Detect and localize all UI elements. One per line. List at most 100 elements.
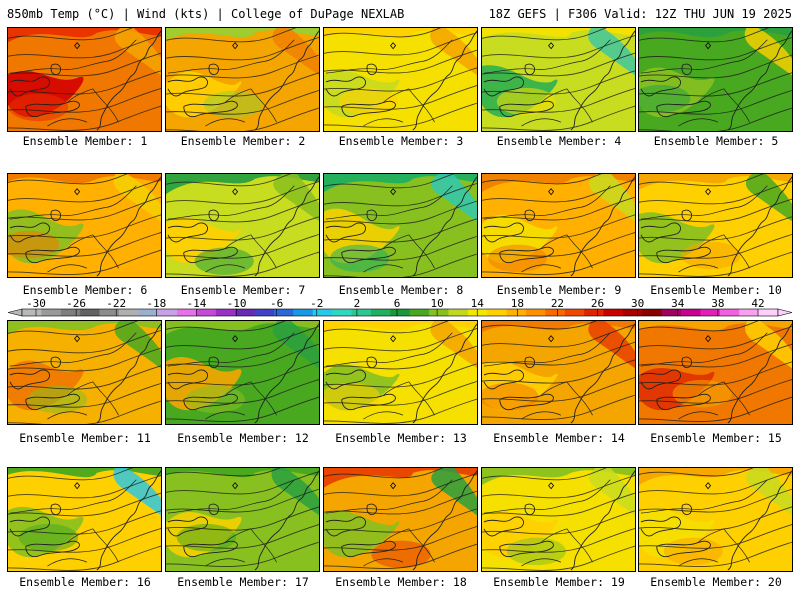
wind-streamline — [639, 343, 792, 368]
temperature-field-17 — [166, 468, 319, 571]
wind-streamline — [324, 182, 477, 207]
coastline — [96, 30, 161, 131]
wind-streamline — [482, 324, 635, 348]
temperature-band — [324, 28, 477, 38]
wind-streamline — [482, 249, 635, 275]
wind-streamline — [8, 492, 161, 517]
legend-swatch — [622, 309, 643, 316]
location-marker — [548, 188, 555, 196]
temperature-band — [113, 174, 161, 222]
member-caption: Ensemble Member: 10 — [650, 283, 782, 297]
temperature-field-13 — [324, 321, 477, 424]
wind-streamline — [8, 527, 161, 553]
legend-swatch — [409, 309, 430, 316]
location-marker — [705, 335, 712, 343]
wind-streamline — [324, 508, 477, 533]
temperature-field-7 — [166, 174, 319, 277]
wind-streamline — [639, 251, 792, 277]
wind-streamline — [324, 473, 477, 497]
wind-streamline — [166, 107, 319, 131]
member-caption: Ensemble Member: 4 — [496, 134, 622, 148]
temperature-color-legend: -30 -26 -22 -18 -14 -10 -6 -2 2 6 10 14 18 22 26 30 34 38… — [6, 297, 794, 319]
wind-streamline — [324, 363, 477, 388]
temperature-field-16 — [8, 468, 161, 571]
location-marker — [232, 188, 239, 196]
wind-streamline — [482, 87, 635, 113]
ensemble-member-map-7 — [165, 173, 320, 278]
legend-swatch — [177, 309, 197, 316]
legend-tick-label: 22 — [551, 297, 564, 310]
temperature-band — [482, 321, 635, 333]
state-borders — [325, 39, 453, 127]
temperature-field-14 — [482, 321, 635, 424]
state-borders — [483, 479, 611, 567]
coastline — [727, 176, 792, 277]
legend-tick-label: 2 — [354, 297, 361, 310]
temperature-field-15 — [639, 321, 792, 424]
wind-streamline — [166, 233, 319, 259]
temperature-band — [482, 28, 635, 38]
legend-swatch — [99, 309, 120, 316]
temperature-field-1 — [8, 28, 161, 131]
wind-streamline — [482, 196, 635, 221]
legend-tick-label: -2 — [310, 297, 323, 310]
temperature-band — [166, 174, 319, 195]
wind-streamline — [482, 377, 635, 402]
legend-swatch — [506, 309, 527, 316]
great-lakes-outline — [325, 63, 396, 118]
legend-swatch — [41, 309, 62, 316]
wind-streamline — [324, 174, 455, 189]
wind-streamline — [8, 365, 161, 390]
ensemble-member-map-17 — [165, 467, 320, 572]
great-lakes-outline — [325, 503, 396, 558]
wind-streamline — [166, 198, 319, 223]
wind-streamline — [324, 526, 477, 551]
wind-streamline — [639, 541, 792, 567]
coastline — [570, 176, 635, 277]
temperature-field-18 — [324, 468, 477, 571]
legend-tick-label: -30 — [26, 297, 46, 310]
temperature-band — [194, 247, 254, 276]
legend-tick-label: 10 — [430, 297, 443, 310]
legend-min-arrow — [7, 308, 23, 317]
legend-swatch — [235, 309, 256, 316]
wind-streamline — [482, 545, 635, 571]
member-caption: Ensemble Member: 3 — [338, 134, 464, 148]
wind-streamline — [482, 394, 635, 420]
member-caption: Ensemble Member: 2 — [180, 134, 306, 148]
legend-swatch — [487, 309, 508, 316]
temperature-band — [744, 28, 792, 76]
wind-streamline — [639, 468, 754, 477]
temperature-band — [114, 28, 161, 76]
coastline — [254, 176, 319, 277]
coastline — [96, 176, 161, 277]
member-caption: Ensemble Member: 15 — [650, 431, 782, 445]
great-lakes-outline — [9, 63, 80, 118]
state-borders — [9, 332, 137, 420]
wind-streamline — [482, 341, 635, 366]
wind-streamline — [8, 468, 133, 481]
wind-streamline — [639, 488, 792, 513]
location-marker — [232, 42, 239, 50]
ensemble-member-map-18 — [323, 467, 478, 572]
temperature-band — [324, 321, 477, 333]
great-lakes-outline — [640, 356, 711, 411]
state-borders — [325, 185, 453, 273]
state-borders — [9, 185, 137, 273]
legend-swatch — [254, 309, 275, 316]
member-caption: Ensemble Member: 20 — [650, 575, 782, 589]
wind-streamline — [166, 36, 319, 61]
ensemble-member-map-4 — [481, 27, 636, 132]
temperature-field-4 — [482, 28, 635, 131]
wind-streamline — [166, 396, 319, 422]
temperature-field-12 — [166, 321, 319, 424]
member-caption: Ensemble Member: 19 — [493, 575, 625, 589]
wind-streamline — [8, 545, 161, 571]
temperature-band — [166, 321, 319, 335]
legend-swatch — [467, 309, 488, 316]
member-caption: Ensemble Member: 1 — [22, 134, 148, 148]
coastline — [96, 470, 161, 571]
wind-streamline — [639, 471, 792, 495]
temperature-band — [113, 468, 161, 516]
ensemble-member-map-14 — [481, 320, 636, 425]
